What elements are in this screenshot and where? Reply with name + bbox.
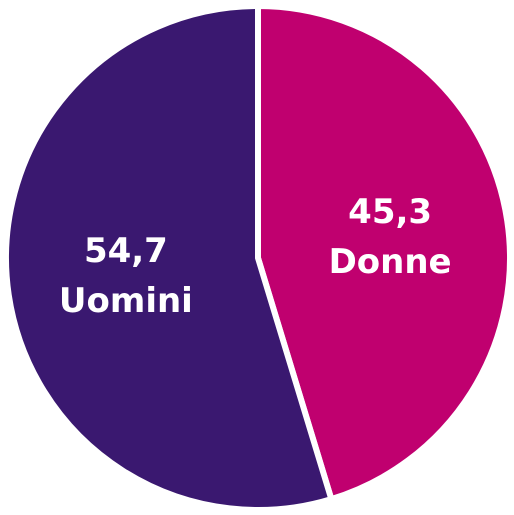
category-label: Uomini — [59, 281, 193, 321]
category-label: Donne — [329, 242, 452, 282]
pie-slice — [3, 3, 335, 513]
value-label: 54,7 — [84, 231, 168, 271]
value-label: 45,3 — [348, 192, 432, 232]
pie-slice — [255, 3, 513, 503]
